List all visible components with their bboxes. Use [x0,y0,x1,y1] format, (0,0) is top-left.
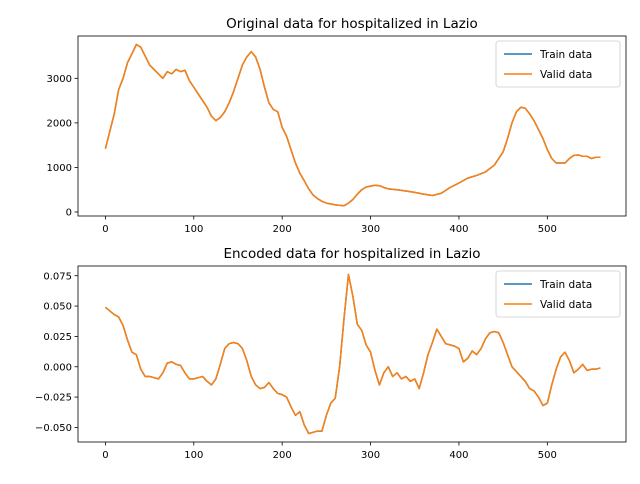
original-data-chart: Original data for hospitalized in Lazio 0… [47,16,627,235]
y-tick-label: 0.075 [43,271,72,282]
legend-label: Valid data [540,299,592,311]
x-tick-label: 500 [538,224,557,235]
legend-label: Train data [539,279,592,291]
series-lines [104,273,601,435]
chart-title: Encoded data for hospitalized in Lazio [223,246,480,262]
x-tick-label: 200 [273,450,292,461]
series-lines [104,43,601,207]
axes-frame [77,265,627,443]
y-tick-label: 0.050 [43,302,72,313]
legend: Train data Valid data [495,40,621,88]
x-tick-label: 400 [449,450,468,461]
y-tick-label: −0.025 [35,393,72,404]
x-tick-label: 400 [449,224,468,235]
series-line-valid-data [104,273,601,435]
x-tick-label: 300 [361,224,380,235]
x-tick-label: 300 [361,450,380,461]
y-tick-label: 2000 [47,118,72,129]
y-tick-label: 3000 [47,74,72,85]
x-tick-label: 500 [538,450,557,461]
chart-title: Original data for hospitalized in Lazio [226,16,478,32]
y-tick-label: −0.050 [35,423,72,434]
x-tick-label: 100 [184,224,203,235]
y-tick-label: 1000 [47,163,72,174]
legend-label: Valid data [540,69,592,81]
legend: Train data Valid data [495,270,621,318]
x-tick-label: 200 [273,224,292,235]
legend-label: Train data [539,49,592,61]
x-tick-label: 100 [184,450,203,461]
y-tick-label: 0.025 [43,332,72,343]
axes-frame [77,35,627,217]
y-tick-label: 0.000 [43,362,72,373]
x-tick-label: 0 [102,224,108,235]
x-tick-label: 0 [102,450,108,461]
series-line-valid-data [104,43,601,207]
legend-box [495,40,621,88]
encoded-data-chart: Encoded data for hospitalized in Lazio 0 1… [35,246,627,461]
y-tick-label: 0 [66,208,72,219]
legend-box [495,270,621,318]
